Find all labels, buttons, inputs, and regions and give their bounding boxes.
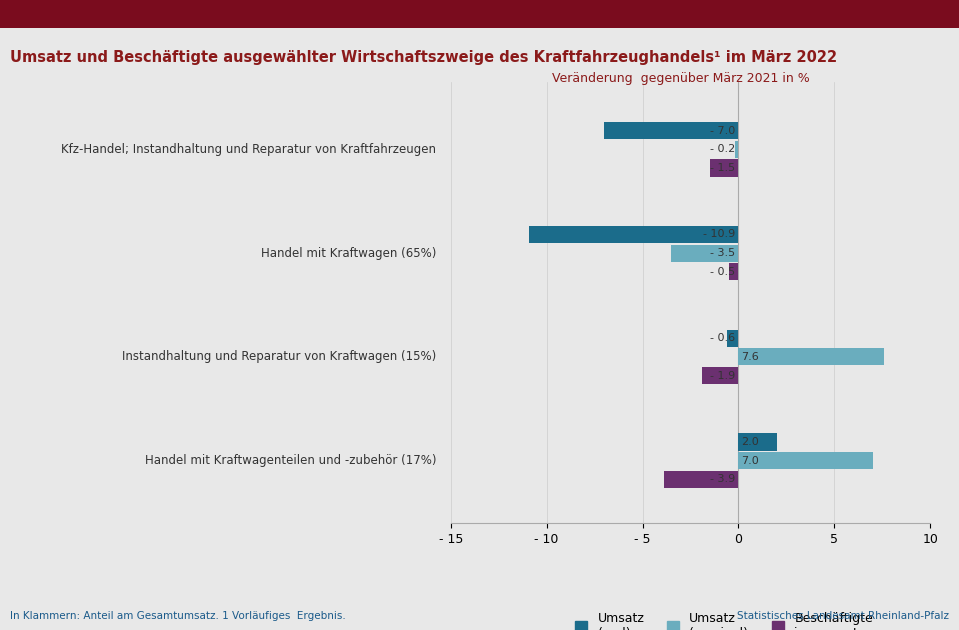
Bar (710, 159, 738, 176)
Text: Handel mit Kraftwagen (65%): Handel mit Kraftwagen (65%) (261, 246, 436, 260)
Text: Umsatz und Beschäftigte ausgewählter Wirtschaftszweige des Kraftfahrzeughandels¹: Umsatz und Beschäftigte ausgewählter Wir… (10, 50, 836, 66)
Text: - 3.9: - 3.9 (711, 474, 736, 484)
Text: Veränderung  gegenüber März 2021 in %: Veränderung gegenüber März 2021 in % (552, 72, 809, 85)
Bar (529, 226, 738, 243)
Bar (735, 140, 738, 158)
Text: 7.0: 7.0 (741, 455, 760, 466)
Text: - 3.5: - 3.5 (711, 248, 736, 258)
Bar (664, 471, 738, 488)
Text: - 10.9: - 10.9 (703, 229, 736, 239)
Bar (727, 329, 738, 346)
Text: 7.6: 7.6 (741, 352, 760, 362)
Text: - 0.5: - 0.5 (711, 266, 736, 277)
Text: In Klammern: Anteil am Gesamtumsatz. 1 Vorläufiges  Ergebnis.: In Klammern: Anteil am Gesamtumsatz. 1 V… (10, 610, 345, 621)
Text: - 1.9: - 1.9 (711, 370, 736, 381)
Bar (738, 348, 884, 365)
Bar (729, 263, 738, 280)
Text: - 7.0: - 7.0 (711, 125, 736, 135)
Legend: Umsatz
(real), Umsatz
(nominal), Beschäftigte
insgesamt: Umsatz (real), Umsatz (nominal), Beschäf… (575, 612, 873, 630)
Bar (738, 433, 777, 450)
Text: - 1.5: - 1.5 (711, 163, 736, 173)
Text: 2.0: 2.0 (741, 437, 760, 447)
Text: Handel mit Kraftwagenteilen und -zubehör (17%): Handel mit Kraftwagenteilen und -zubehör… (145, 454, 436, 467)
Bar (671, 244, 738, 261)
Bar (702, 367, 738, 384)
Bar (604, 122, 738, 139)
Text: Kfz-Handel; Instandhaltung und Reparatur von Kraftfahrzeugen: Kfz-Handel; Instandhaltung und Reparatur… (61, 143, 436, 156)
Bar (738, 452, 873, 469)
Text: Statistisches Landesamt Rheinland-Pfalz: Statistisches Landesamt Rheinland-Pfalz (737, 610, 949, 621)
Text: Instandhaltung und Reparatur von Kraftwagen (15%): Instandhaltung und Reparatur von Kraftwa… (122, 350, 436, 364)
Text: - 0.2: - 0.2 (711, 144, 736, 154)
Text: - 0.6: - 0.6 (711, 333, 736, 343)
